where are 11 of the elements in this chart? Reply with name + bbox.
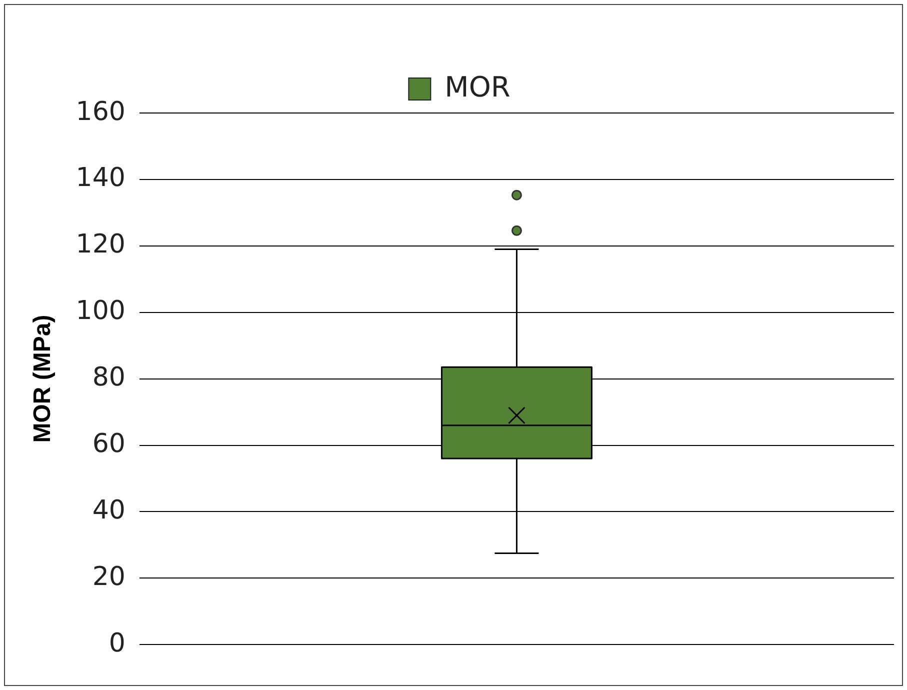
y-tick-label: 40	[92, 495, 126, 526]
legend-label: MOR	[444, 70, 510, 104]
y-tick-label: 100	[76, 296, 126, 326]
y-tick-label: 60	[92, 429, 126, 459]
y-tick-label: 0	[108, 628, 126, 658]
y-axis-title: MOR (MPa)	[29, 314, 56, 443]
y-tick-label: 80	[92, 362, 126, 393]
y-tick-label: 20	[92, 562, 126, 592]
y-tick-label: 160	[76, 96, 126, 127]
y-tick-label: 120	[76, 230, 126, 260]
y-tick-label: 140	[76, 163, 126, 194]
